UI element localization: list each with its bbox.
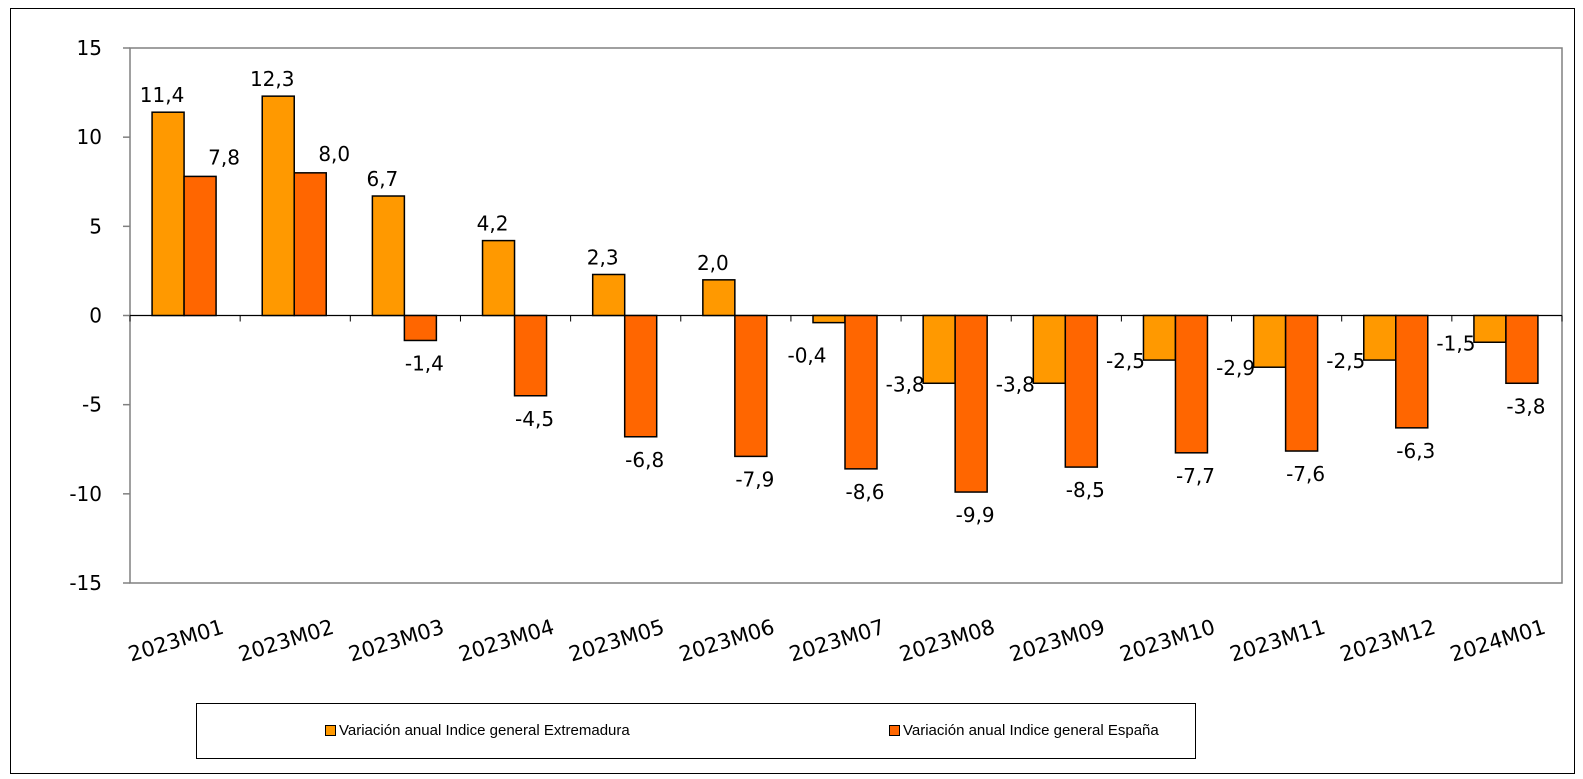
bar-extremadura-2024M01 (1473, 314, 1507, 343)
x-category-label: 2024M01 (1447, 615, 1548, 667)
data-label-espana-2023M07: -8,6 (845, 480, 884, 504)
y-tick-label: 0 (89, 304, 102, 328)
legend-item-espana: Variación anual Indice general España (889, 722, 1159, 739)
data-label-extremadura-2024M01: -1,5 (1436, 331, 1475, 355)
bar-extremadura-2023M06 (702, 279, 736, 317)
data-label-extremadura-2023M06: 2,0 (697, 251, 729, 275)
bar-espana-2023M04 (513, 314, 548, 397)
data-label-extremadura-2023M08: -3,8 (886, 372, 925, 396)
data-label-extremadura-2023M11: -2,9 (1216, 356, 1255, 380)
data-label-espana-2023M08: -9,9 (956, 503, 995, 527)
x-category-label: 2023M05 (566, 615, 667, 667)
data-label-extremadura-2023M04: 4,2 (477, 212, 509, 236)
y-tick-label: 10 (77, 125, 102, 149)
bar-extremadura-2023M10 (1142, 314, 1177, 361)
bar-extremadura-2023M01 (151, 111, 185, 317)
y-tick-label: 5 (89, 214, 102, 238)
data-label-espana-2023M06: -7,9 (735, 467, 774, 491)
bar-espana-2023M01 (183, 175, 217, 317)
data-label-espana-2023M12: -6,3 (1396, 439, 1435, 463)
bar-espana-2023M02 (293, 172, 327, 317)
legend-item-extremadura: Variación anual Indice general Extremadu… (325, 722, 630, 739)
x-category-label: 2023M03 (346, 615, 447, 667)
data-label-extremadura-2023M03: 6,7 (366, 167, 398, 191)
bar-extremadura-2023M11 (1252, 314, 1287, 368)
bar-extremadura-2023M05 (591, 273, 626, 317)
bar-espana-2023M08 (954, 314, 988, 493)
x-category-label: 2023M02 (236, 615, 337, 667)
data-label-espana-2023M11: -7,6 (1286, 462, 1325, 486)
bar-espana-2023M07 (844, 314, 878, 470)
bar-extremadura-2023M09 (1032, 314, 1067, 385)
bar-espana-2023M11 (1284, 314, 1319, 452)
y-tick-label: -15 (69, 571, 102, 595)
data-label-espana-2023M05: -6,8 (625, 448, 664, 472)
data-label-extremadura-2023M12: -2,5 (1326, 349, 1365, 373)
bar-espana-2023M09 (1064, 314, 1099, 468)
legend-swatch-extremadura (325, 725, 336, 736)
legend-label-espana: Variación anual Indice general España (903, 722, 1159, 739)
y-tick-label: -5 (82, 393, 102, 417)
data-label-extremadura-2023M01: 11,4 (140, 83, 185, 107)
x-category-label: 2023M11 (1227, 615, 1328, 667)
bar-extremadura-2023M03 (371, 195, 406, 317)
data-label-extremadura-2023M10: -2,5 (1106, 349, 1145, 373)
bar-extremadura-2023M04 (481, 239, 516, 317)
x-category-label: 2023M09 (1007, 615, 1108, 667)
data-label-espana-2023M04: -4,5 (515, 407, 554, 431)
data-label-extremadura-2023M09: -3,8 (996, 372, 1035, 396)
data-label-espana-2023M01: 7,8 (208, 145, 240, 169)
data-label-extremadura-2023M05: 2,3 (587, 245, 619, 269)
bar-espana-2023M05 (623, 314, 658, 438)
legend-label-extremadura: Variación anual Indice general Extremadu… (339, 722, 630, 739)
x-category-label: 2023M04 (456, 615, 557, 667)
bar-extremadura-2023M07 (812, 314, 846, 324)
bar-espana-2023M10 (1174, 314, 1209, 454)
data-label-extremadura-2023M07: -0,4 (787, 344, 826, 368)
bar-extremadura-2023M02 (261, 95, 295, 317)
bar-espana-2023M06 (734, 314, 768, 458)
bar-extremadura-2023M12 (1363, 314, 1397, 361)
y-tick-label: -10 (69, 482, 102, 506)
bar-espana-2024M01 (1505, 314, 1539, 385)
bar-extremadura-2023M08 (922, 314, 956, 385)
x-category-label: 2023M12 (1337, 615, 1438, 667)
data-label-espana-2023M09: -8,5 (1066, 478, 1105, 502)
bar-espana-2023M03 (403, 314, 438, 342)
x-category-label: 2023M07 (786, 615, 887, 667)
x-category-label: 2023M06 (676, 615, 777, 667)
legend: Variación anual Indice general Extremadu… (196, 703, 1196, 759)
x-category-label: 2023M10 (1117, 615, 1218, 667)
data-label-espana-2023M10: -7,7 (1176, 464, 1215, 488)
x-category-label: 2023M01 (126, 615, 227, 667)
x-category-label: 2023M08 (897, 615, 998, 667)
data-label-extremadura-2023M02: 12,3 (250, 67, 295, 91)
data-label-espana-2024M01: -3,8 (1506, 394, 1545, 418)
legend-swatch-espana (889, 725, 900, 736)
bar-espana-2023M12 (1395, 314, 1429, 429)
y-tick-label: 15 (77, 36, 102, 60)
data-label-espana-2023M02: 8,0 (318, 142, 350, 166)
data-label-espana-2023M03: -1,4 (405, 351, 444, 375)
